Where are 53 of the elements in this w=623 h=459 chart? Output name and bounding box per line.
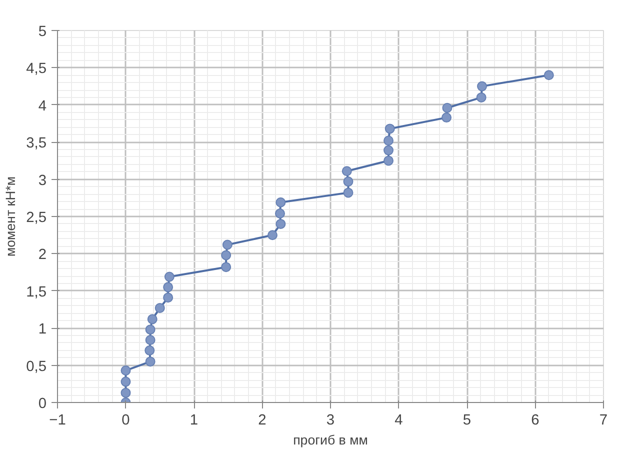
point	[384, 145, 394, 156]
y-tick-label: 5	[38, 24, 47, 40]
point	[276, 218, 286, 229]
point	[442, 102, 452, 113]
y-tick-label: 1	[38, 322, 47, 338]
point	[267, 230, 278, 240]
x-tick-label: 7	[599, 412, 608, 428]
y-tick-label: 0	[38, 396, 47, 412]
point	[120, 388, 131, 398]
point	[342, 166, 352, 176]
y-tick-label: 4	[38, 98, 47, 114]
point	[144, 345, 155, 356]
x-tick-label: 2	[258, 412, 266, 428]
x-tick-label: 3	[326, 412, 335, 428]
point	[274, 208, 285, 219]
y-tick-label: 3,5	[26, 136, 46, 152]
y-axis-title: момент кН*м	[3, 176, 18, 257]
point	[384, 136, 394, 146]
x-tick-label: 4	[394, 412, 403, 428]
point	[544, 70, 554, 80]
point	[221, 262, 232, 272]
point	[222, 240, 232, 250]
y-tick-label: 2	[38, 247, 47, 264]
point	[120, 376, 131, 387]
point	[145, 324, 156, 335]
point	[442, 112, 452, 123]
point	[145, 335, 156, 345]
point	[384, 156, 394, 166]
point	[120, 366, 131, 376]
point	[221, 250, 232, 260]
y-tick-label: 2,5	[26, 210, 46, 226]
point	[163, 292, 174, 303]
point	[384, 124, 395, 134]
y-tick-label: 3	[38, 172, 47, 189]
x-axis-title: прогиб в мм	[293, 432, 368, 448]
y-tick-label: 4,5	[26, 61, 46, 78]
x-tick-label: 1	[190, 412, 198, 428]
y-tick-label: 0,5	[26, 358, 46, 375]
point	[154, 303, 165, 314]
x-tick-label: 0	[122, 412, 130, 428]
point	[476, 92, 486, 102]
point	[164, 272, 174, 282]
point	[343, 176, 354, 187]
x-tick-label: 6	[531, 412, 540, 428]
point	[147, 314, 158, 324]
point	[276, 197, 286, 208]
point	[477, 81, 488, 92]
point	[343, 188, 354, 198]
y-tick-label: 1,5	[26, 284, 46, 300]
x-tick-label: −1	[49, 412, 66, 428]
point	[145, 356, 156, 367]
point	[163, 282, 174, 292]
x-tick-label: 5	[462, 412, 472, 428]
